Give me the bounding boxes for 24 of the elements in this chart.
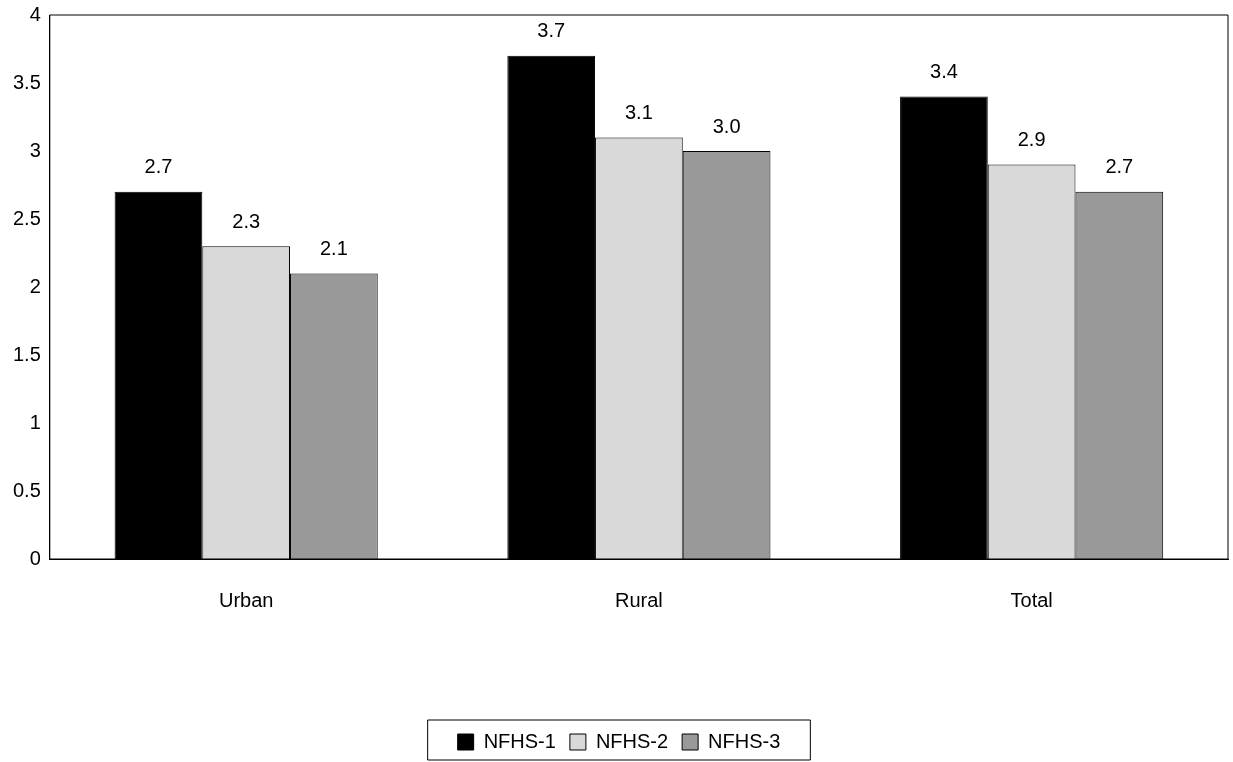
legend-label: NFHS-2 [595, 729, 669, 752]
y-tick-label: 0 [29, 546, 41, 569]
data-label: 2.3 [232, 209, 261, 232]
x-tick-label: Total [1010, 588, 1053, 611]
y-tick-label: 0.5 [12, 478, 41, 501]
x-tick-label: Urban [218, 588, 274, 611]
x-tick-label: Rural [615, 588, 663, 611]
y-tick-label: 2.5 [12, 206, 41, 229]
legend-label: NFHS-3 [708, 729, 781, 752]
data-label: 3.0 [712, 114, 741, 137]
legend-label: NFHS-1 [483, 729, 556, 752]
data-label: 2.7 [1105, 155, 1134, 178]
data-label: 3.7 [537, 19, 566, 42]
data-label: 3.4 [930, 60, 958, 83]
data-label: 2.1 [319, 236, 348, 259]
data-label: 3.1 [625, 100, 653, 123]
y-tick-label: 3 [29, 138, 41, 161]
y-tick-label: 3.5 [12, 70, 41, 93]
y-tick-label: 4 [29, 2, 41, 25]
y-tick-label: 1.5 [12, 342, 41, 365]
y-tick-label: 1 [29, 410, 41, 433]
y-tick-label: 2 [29, 274, 41, 297]
data-label: 2.9 [1017, 128, 1046, 151]
data-label: 2.7 [144, 155, 173, 178]
